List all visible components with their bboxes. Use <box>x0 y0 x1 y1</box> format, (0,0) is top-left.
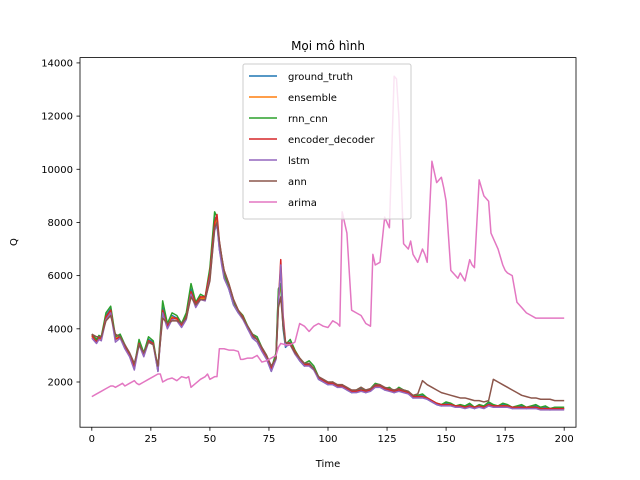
series-line-ann <box>91 221 565 403</box>
legend-frame <box>242 63 412 220</box>
legend-label-rnn-cnn: rnn_cnn <box>288 114 328 125</box>
legend-label-ann: ann <box>288 177 307 188</box>
legend-label-ground-truth: ground_truth <box>288 72 353 83</box>
legend: ground_truth ensemble rnn_cnn encoder_decod… <box>242 63 412 220</box>
legend-label-arima: arima <box>288 198 317 209</box>
y-axis-ticks: 2000 4000 6000 8000 10000 12000 14000 <box>41 58 80 388</box>
x-tick-label: 175 <box>496 434 515 445</box>
x-tick-label: 100 <box>318 434 337 445</box>
x-tick-label: 150 <box>437 434 456 445</box>
series-line-lstm <box>91 224 565 411</box>
x-tick-label: 50 <box>204 434 217 445</box>
y-axis-label: Q <box>9 238 20 246</box>
x-tick-label: 200 <box>555 434 574 445</box>
y-tick-label: 10000 <box>41 165 73 176</box>
chart-title: Mọi mô hình <box>291 39 365 53</box>
legend-label-encoder-decoder: encoder_decoder <box>288 135 375 146</box>
y-tick-label: 4000 <box>48 324 73 335</box>
x-tick-label: 75 <box>263 434 276 445</box>
y-tick-label: 6000 <box>48 271 73 282</box>
legend-label-ensemble: ensemble <box>288 93 337 104</box>
plot-lines <box>91 75 565 411</box>
x-tick-label: 125 <box>378 434 397 445</box>
x-tick-label: 0 <box>89 434 95 445</box>
legend-label-lstm: lstm <box>288 156 310 167</box>
x-tick-label: 25 <box>144 434 157 445</box>
series-line-arima <box>91 75 565 398</box>
x-axis-ticks: 0 25 50 75 100 125 150 175 200 <box>89 427 574 445</box>
y-tick-label: 14000 <box>41 58 73 69</box>
y-tick-label: 8000 <box>48 218 73 229</box>
x-axis-label: Time <box>315 459 340 470</box>
y-tick-label: 12000 <box>41 112 73 123</box>
y-tick-label: 2000 <box>48 377 73 388</box>
plot-frame <box>79 57 577 428</box>
